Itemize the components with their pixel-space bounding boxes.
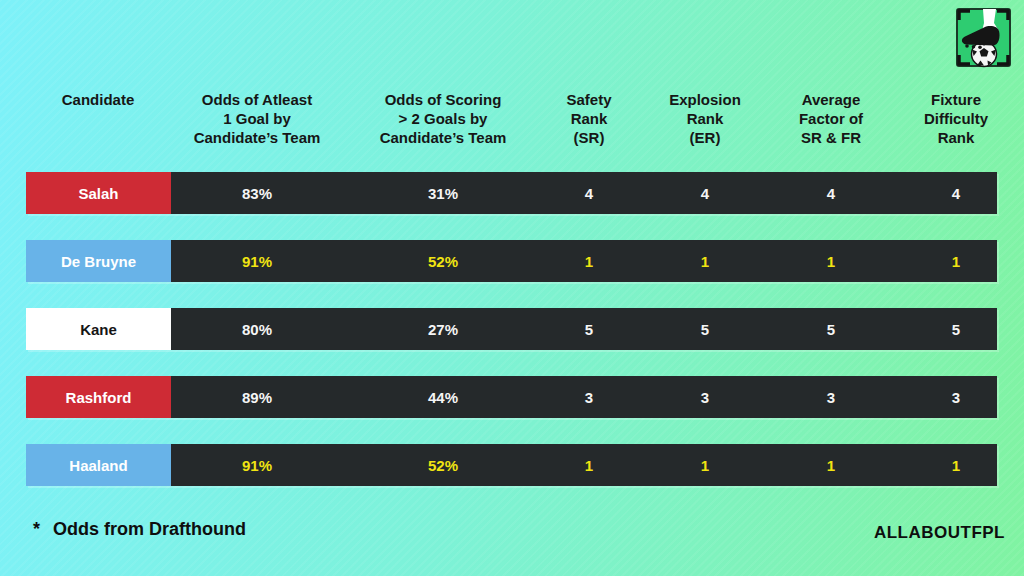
asterisk-marker: * — [33, 519, 40, 540]
cell-safety-rank: 3 — [585, 389, 593, 406]
cell-average-factor: 1 — [827, 253, 835, 270]
boot-on-football-icon — [955, 7, 1012, 68]
cell-explosion-rank: 1 — [701, 253, 709, 270]
candidate-label: Haaland — [26, 444, 171, 486]
cell-safety-rank: 4 — [585, 185, 593, 202]
table-row-kane: Kane 80% 27% 5 5 5 5 — [26, 308, 997, 350]
cell-average-factor: 3 — [827, 389, 835, 406]
cell-fixture-difficulty: 3 — [952, 389, 960, 406]
table-row-rashford: Rashford 89% 44% 3 3 3 3 — [26, 376, 997, 418]
odds-source-text: Odds from Drafthound — [53, 519, 246, 540]
cell-odds-1-goal: 89% — [242, 389, 272, 406]
stats-bar: 83% 31% 4 4 4 4 — [171, 172, 997, 214]
cell-odds-1-goal: 80% — [242, 321, 272, 338]
infographic-canvas: Candidate Odds of Atleast 1 Goal by Cand… — [0, 0, 1024, 576]
stats-bar: 91% 52% 1 1 1 1 — [171, 444, 997, 486]
cell-safety-rank: 1 — [585, 253, 593, 270]
brand-wordmark: ALLABOUTFPL — [874, 523, 1005, 543]
cell-odds-2-goals: 52% — [428, 253, 458, 270]
cell-safety-rank: 1 — [585, 457, 593, 474]
cell-odds-2-goals: 52% — [428, 457, 458, 474]
header-average-factor: Average Factor of SR & FR — [799, 90, 863, 147]
cell-explosion-rank: 5 — [701, 321, 709, 338]
cell-explosion-rank: 3 — [701, 389, 709, 406]
cell-fixture-difficulty: 4 — [952, 185, 960, 202]
stats-bar: 89% 44% 3 3 3 3 — [171, 376, 997, 418]
header-candidate: Candidate — [62, 90, 135, 109]
cell-explosion-rank: 4 — [701, 185, 709, 202]
cell-average-factor: 5 — [827, 321, 835, 338]
cell-odds-2-goals: 27% — [428, 321, 458, 338]
cell-safety-rank: 5 — [585, 321, 593, 338]
cell-odds-1-goal: 91% — [242, 457, 272, 474]
header-fixture-difficulty-rank: Fixture Difficulty Rank — [924, 90, 988, 147]
table-row-salah: Salah 83% 31% 4 4 4 4 — [26, 172, 997, 214]
header-safety-rank: Safety Rank (SR) — [566, 90, 611, 147]
cell-odds-1-goal: 91% — [242, 253, 272, 270]
cell-fixture-difficulty: 1 — [952, 253, 960, 270]
header-odds-scoring-2-goals: Odds of Scoring > 2 Goals by Candidate’s… — [380, 90, 507, 147]
cell-fixture-difficulty: 1 — [952, 457, 960, 474]
cell-odds-1-goal: 83% — [242, 185, 272, 202]
cell-average-factor: 1 — [827, 457, 835, 474]
cell-fixture-difficulty: 5 — [952, 321, 960, 338]
candidate-label: De Bruyne — [26, 240, 171, 282]
candidate-label: Rashford — [26, 376, 171, 418]
stats-bar: 91% 52% 1 1 1 1 — [171, 240, 997, 282]
header-explosion-rank: Explosion Rank (ER) — [669, 90, 741, 147]
table-row-de-bruyne: De Bruyne 91% 52% 1 1 1 1 — [26, 240, 997, 282]
cell-odds-2-goals: 31% — [428, 185, 458, 202]
odds-source-note: * Odds from Drafthound — [33, 519, 246, 540]
cell-explosion-rank: 1 — [701, 457, 709, 474]
table-row-haaland: Haaland 91% 52% 1 1 1 1 — [26, 444, 997, 486]
candidate-label: Kane — [26, 308, 171, 350]
header-odds-atleast-1-goal: Odds of Atleast 1 Goal by Candidate’s Te… — [194, 90, 321, 147]
candidate-label: Salah — [26, 172, 171, 214]
cell-average-factor: 4 — [827, 185, 835, 202]
stats-bar: 80% 27% 5 5 5 5 — [171, 308, 997, 350]
cell-odds-2-goals: 44% — [428, 389, 458, 406]
